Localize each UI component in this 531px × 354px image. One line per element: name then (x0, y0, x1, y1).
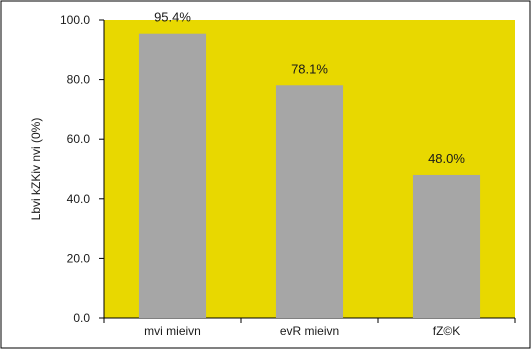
bars: 95.4% 78.1% 48.0% (138, 10, 481, 319)
data-label: 78.1% (291, 61, 328, 76)
y-tick-label: 20.0 (67, 251, 91, 265)
x-tick-label: fZ©K (433, 324, 461, 338)
bar (275, 85, 344, 319)
y-tick-label: 0.0 (73, 311, 90, 325)
data-label: 48.0% (428, 151, 465, 166)
bar (412, 174, 481, 318)
x-tick-label: mvi mieivn (144, 324, 201, 338)
data-label: 95.4% (154, 10, 191, 25)
bar (138, 33, 207, 318)
y-axis-title: Lbvi kZKiv nvi (0%) (29, 118, 43, 221)
y-axis: 0.0 20.0 40.0 60.0 80.0 100.0 (60, 13, 105, 325)
y-tick-label: 80.0 (67, 73, 91, 87)
y-tick-label: 60.0 (67, 132, 91, 146)
x-tick-label: evR mieivn (280, 324, 339, 338)
y-tick-label: 100.0 (60, 13, 90, 27)
y-tick-label: 40.0 (67, 192, 91, 206)
